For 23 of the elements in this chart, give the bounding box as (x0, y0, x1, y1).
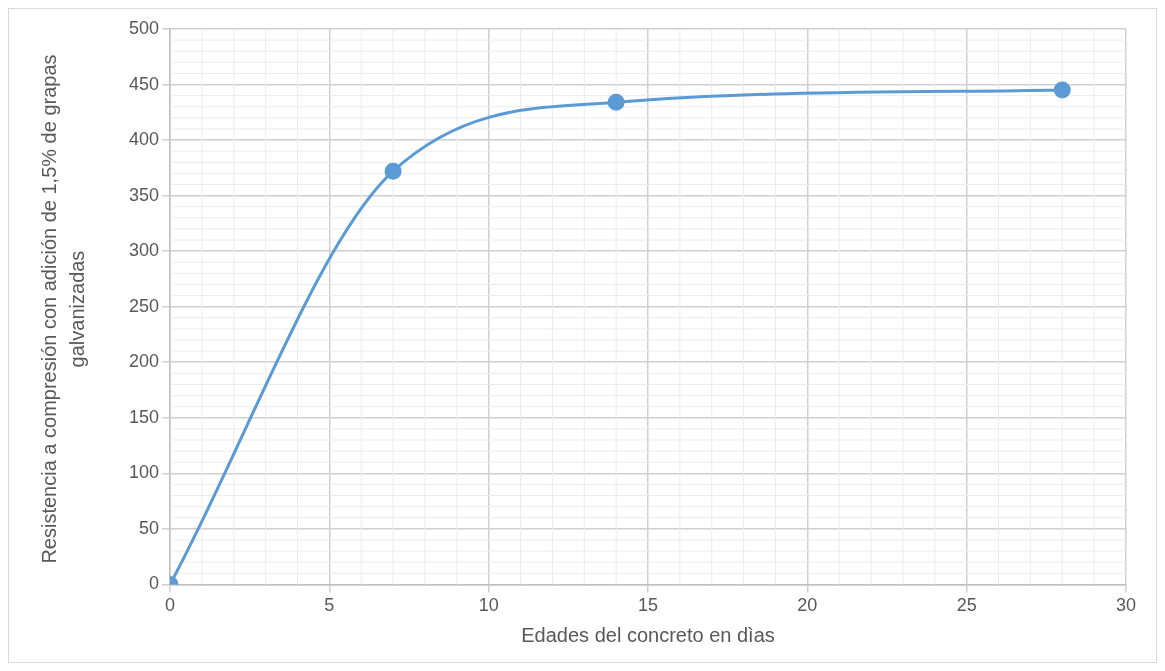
y-tick-label: 350 (128, 184, 160, 205)
x-tick-label: 5 (324, 595, 335, 616)
y-axis-title: Resistencia a compresión con adición de 1,5% de grapas galvanizadas (37, 53, 89, 566)
y-tick-label: 150 (128, 406, 160, 427)
x-tick-label: 20 (797, 595, 818, 616)
y-tick-label: 0 (149, 573, 160, 594)
y-tick-label: 100 (128, 462, 160, 483)
x-tick-label: 10 (478, 595, 499, 616)
x-tick-label: 30 (1115, 595, 1137, 616)
y-tick-label: 500 (128, 17, 160, 38)
x-tick-label: 15 (638, 595, 659, 616)
y-tick-label: 50 (139, 517, 160, 538)
point (1053, 81, 1071, 99)
x-tick-label: 0 (165, 595, 176, 616)
y-tick-label: 400 (128, 129, 160, 150)
y-tick-label: 300 (128, 240, 160, 261)
point (607, 93, 625, 111)
point (384, 162, 402, 180)
y-tick-label: 200 (128, 351, 160, 372)
x-tick-label: 25 (956, 595, 977, 616)
x-axis-title: Edades del concreto en dìas (521, 623, 775, 646)
y-tick-label: 250 (128, 295, 160, 316)
y-tick-label: 450 (128, 73, 160, 94)
